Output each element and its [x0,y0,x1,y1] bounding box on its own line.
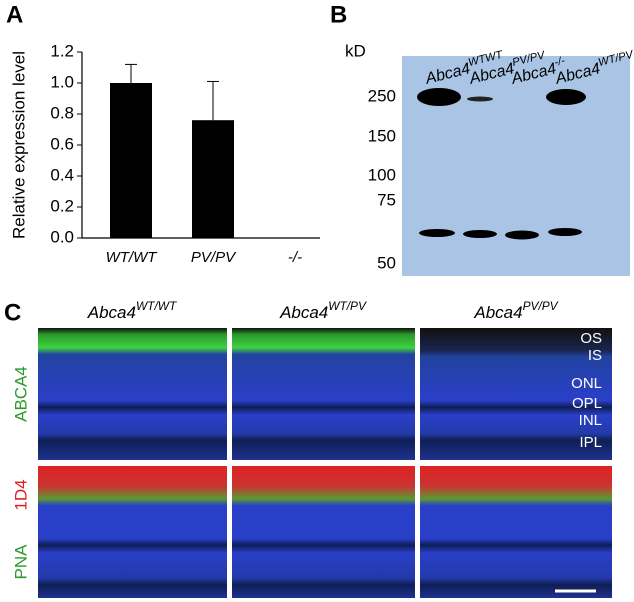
layer-label: IS [588,347,602,364]
y-tick-label: 0.6 [50,134,74,153]
unit-label: kD [345,41,366,60]
marker-label: 50 [377,253,396,272]
sup-label: Abca4WT/WT [87,299,177,322]
row-label: ABCA4 [11,366,30,422]
panel-label: C [4,299,21,326]
label-sup: WT/PV [328,299,367,313]
y-tick-label: 1.0 [50,72,74,91]
y-tick-label: 1.2 [50,41,74,60]
micrographs [38,328,612,598]
layer-label: INL [579,412,602,429]
x-tick-label: WT/WT [106,249,159,266]
micrograph [38,466,227,598]
marker-label: 75 [377,190,396,209]
blot-band [548,228,582,236]
layer-label: OPL [572,395,602,412]
bar [192,120,234,238]
label-base: Abca4 [279,303,328,322]
blot-band [467,96,493,102]
blot-band [419,229,455,237]
sup-label: Abca4WT/PV [279,299,367,322]
bar-chart: Relative expression level 0.0 0.2 0.4 0.6 0.… [9,41,320,266]
label-base: Abca4 [473,303,522,322]
layer-label: ONL [571,375,602,392]
y-tick-label: 0.8 [50,103,74,122]
micrograph-labels: Abca4WT/WT Abca4WT/PV Abca4PV/PVOSISONLOPL… [87,299,602,451]
x-tick-label: -/- [288,249,302,266]
row-label: 1D4 [11,479,30,510]
blot-band [463,230,497,238]
micrograph [420,466,612,598]
layer-label: IPL [579,434,602,451]
label-sup: -/- [553,55,566,69]
panel-label: B [330,1,347,28]
marker-label: 250 [368,86,396,105]
blot-band [417,88,461,106]
x-tick-label: PV/PV [191,249,237,266]
bar [110,83,152,238]
marker-label: 100 [368,165,396,184]
blot-band [546,89,586,105]
sup-label: Abca4PV/PV [473,299,558,322]
y-axis-label: Relative expression level [9,51,28,239]
marker-label: 150 [368,126,396,145]
panel-label: A [6,1,23,28]
label-base: Abca4 [87,303,136,322]
y-tick-label: 0.2 [50,196,74,215]
blot-band [505,230,539,240]
micrograph [232,466,415,598]
micrograph [38,328,227,460]
y-tick-label: 0.4 [50,165,74,184]
layer-label: OS [580,330,602,347]
micrograph [420,328,612,460]
label-sup: PV/PV [523,299,559,313]
label-sup: WT/WT [136,299,177,313]
micrograph [232,328,415,460]
row-label: PNA [11,544,30,580]
y-tick-label: 0.0 [50,227,74,246]
